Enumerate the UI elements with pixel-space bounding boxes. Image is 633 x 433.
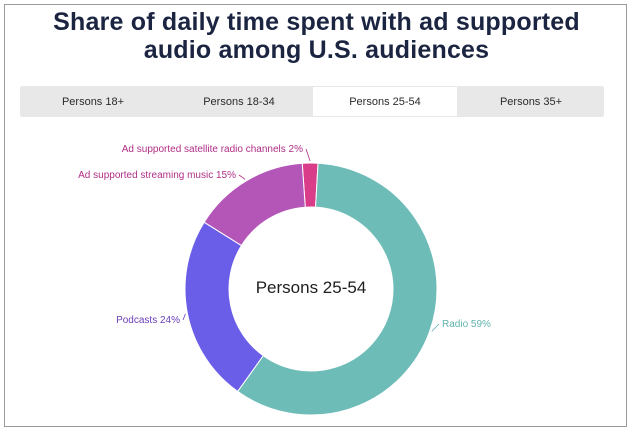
donut-center-label: Persons 25-54	[256, 278, 367, 297]
audience-tabs: Persons 18+ Persons 18-34 Persons 25-54 …	[20, 86, 604, 117]
tab-persons-18-plus[interactable]: Persons 18+	[61, 95, 125, 108]
donut-slice-radio[interactable]	[236, 162, 438, 416]
chart-title: Share of daily time spent with ad suppor…	[0, 8, 633, 64]
slice-label: Podcasts 24%	[116, 315, 180, 326]
donut-slices	[184, 162, 438, 416]
tab-persons-35-plus[interactable]: Persons 35+	[499, 95, 563, 108]
slice-label: Radio 59%	[442, 319, 491, 330]
leader-line	[305, 148, 311, 162]
donut-slice-podcasts[interactable]	[184, 221, 264, 393]
donut-slice-ad-supported-streaming-music[interactable]	[203, 162, 306, 247]
chart-frame	[4, 4, 627, 427]
leader-line	[431, 323, 440, 332]
tab-persons-18-34[interactable]: Persons 18-34	[203, 95, 275, 108]
leader-line	[182, 313, 186, 321]
slice-label: Ad supported satellite radio channels 2%	[122, 144, 303, 155]
chart-title-line-1: Share of daily time spent with ad suppor…	[53, 8, 580, 36]
leader-line	[238, 174, 246, 180]
slice-label: Ad supported streaming music 15%	[78, 170, 236, 181]
chart-title-line-2: audio among U.S. audiences	[143, 36, 490, 64]
slice-labels: Ad supported satellite radio channels 2%…	[78, 144, 491, 332]
tab-persons-25-54[interactable]: Persons 25-54	[312, 86, 458, 117]
